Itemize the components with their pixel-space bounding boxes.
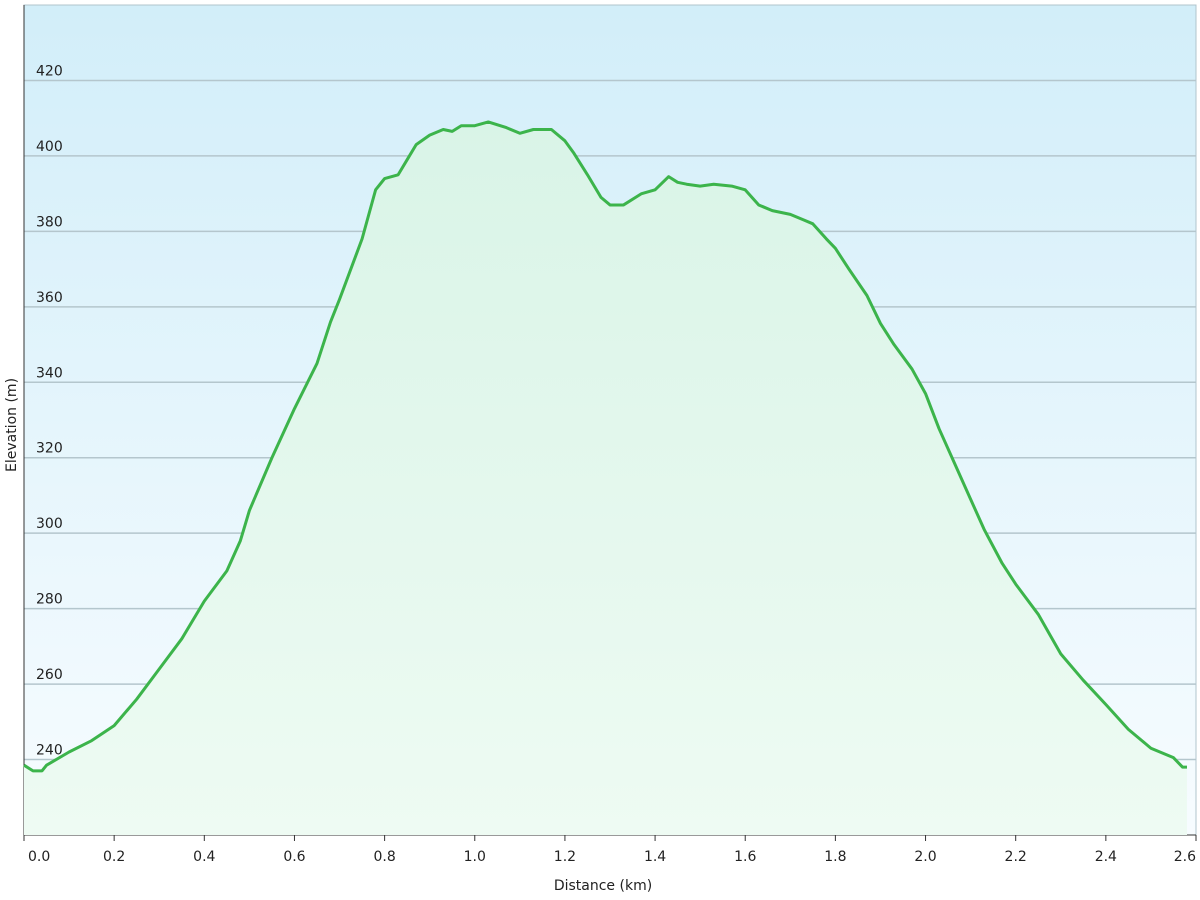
- y-tick-label: 340: [36, 365, 63, 381]
- x-tick-label: 1.2: [554, 849, 576, 865]
- x-tick-label: 2.0: [914, 849, 936, 865]
- x-tick-label: 2.4: [1095, 849, 1117, 865]
- y-tick-label: 240: [36, 743, 63, 759]
- y-axis-title: Elevation (m): [4, 378, 20, 472]
- x-tick-label: 2.6: [1174, 849, 1196, 865]
- x-tick-label: 2.2: [1005, 849, 1027, 865]
- x-tick-label: 0.6: [283, 849, 305, 865]
- x-tick-label: 1.6: [734, 849, 756, 865]
- x-tick-label: 1.8: [824, 849, 846, 865]
- x-tick-label: 0.2: [103, 849, 125, 865]
- y-tick-label: 280: [36, 592, 63, 608]
- y-tick-label: 360: [36, 290, 63, 306]
- y-tick-label: 300: [36, 516, 63, 532]
- x-tick-label: 0.4: [193, 849, 215, 865]
- y-tick-label: 380: [36, 214, 63, 230]
- x-tick-label: 0.8: [373, 849, 395, 865]
- area-fill: [24, 121, 1187, 836]
- y-tick-label: 320: [36, 441, 63, 457]
- x-tick-label: 1.4: [644, 849, 666, 865]
- y-tick-label: 400: [36, 139, 63, 155]
- y-tick-label: 260: [36, 667, 63, 683]
- elevation-line: [23, 120, 1187, 773]
- x-tick-label: 0.0: [28, 849, 50, 865]
- x-tick-label: 1.0: [464, 849, 486, 865]
- x-axis-title: Distance (km): [554, 878, 652, 894]
- y-tick-label: 420: [36, 63, 63, 79]
